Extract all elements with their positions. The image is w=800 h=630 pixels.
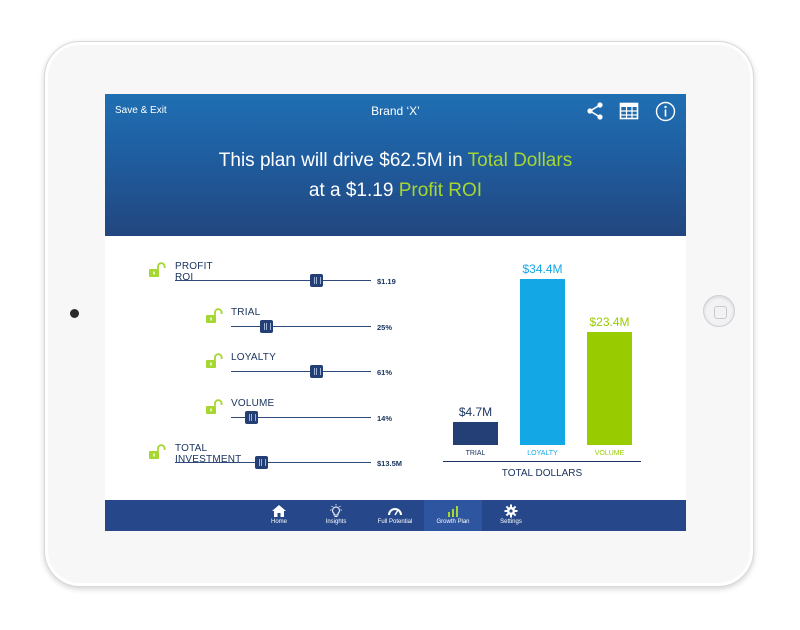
- tab-label: Home: [270, 519, 287, 525]
- slider-label-loyalty: LOYALTY: [231, 352, 276, 363]
- tab-label: Full Potential: [377, 519, 413, 525]
- slider-label-total-investment: TOTAL INVESTMENT: [175, 443, 242, 465]
- category-label: VOLUME: [594, 450, 625, 457]
- unlock-icon[interactable]: [205, 399, 223, 420]
- slider-track-total-investment[interactable]: [175, 462, 371, 463]
- bottom-tab-bar: Home Insights Full Potential Growth Plan Set…: [105, 500, 686, 531]
- info-icon[interactable]: [655, 101, 676, 122]
- camera-icon: [70, 309, 79, 318]
- tab-settings[interactable]: Settings: [482, 500, 540, 531]
- growth-chart-icon: [445, 504, 461, 523]
- headline-total-dollars: Total Dollars: [467, 150, 573, 171]
- tab-insights[interactable]: Insights: [307, 500, 365, 531]
- slider-value-loyalty: 61%: [377, 368, 393, 377]
- home-icon: [271, 504, 287, 523]
- slider-value-trial: 25%: [377, 323, 393, 332]
- slider-label-trial: TRIAL: [231, 307, 261, 318]
- bar-value-label: $34.4M: [522, 262, 563, 276]
- unlock-icon[interactable]: [148, 262, 166, 283]
- tab-growth-plan[interactable]: Growth Plan: [424, 500, 482, 531]
- tab-label: Settings: [500, 519, 522, 525]
- slider-track-volume[interactable]: [231, 417, 371, 418]
- slider-handle-loyalty[interactable]: [310, 365, 324, 378]
- total-dollars-chart: $4.7M TRIAL $34.4M LOYALTY $23.4M VOLUME TOTA…: [105, 94, 686, 531]
- chart-baseline: [443, 461, 641, 462]
- gear-icon: [503, 504, 519, 523]
- bar-trial: [453, 422, 498, 445]
- headline-profit-roi: Profit ROI: [398, 180, 483, 201]
- slider-value-volume: 14%: [377, 414, 393, 423]
- bar-volume: [587, 332, 632, 445]
- home-hardware-button[interactable]: [703, 295, 735, 327]
- unlock-icon[interactable]: [148, 444, 166, 465]
- slider-track-trial[interactable]: [231, 326, 371, 327]
- bar-value-label: $23.4M: [589, 315, 630, 329]
- slider-value-total-investment: $13.5M: [377, 459, 403, 468]
- category-label: TRIAL: [465, 450, 486, 457]
- brand-title: Brand ‘X’: [371, 104, 420, 118]
- table-icon[interactable]: [619, 101, 639, 121]
- category-label: LOYALTY: [527, 450, 558, 457]
- header: Save & Exit Brand ‘X’ This plan will dri…: [105, 94, 686, 236]
- slider-handle-trial[interactable]: [260, 320, 273, 333]
- plan-headline: This plan will drive $62.5M in Total Dol…: [105, 146, 686, 206]
- tab-label: Insights: [325, 519, 347, 525]
- unlock-icon[interactable]: [205, 353, 223, 374]
- headline-line2-text: at a $1.19: [308, 180, 399, 201]
- chart-x-axis-title: TOTAL DOLLARS: [501, 468, 583, 479]
- unlock-icon[interactable]: [205, 308, 223, 329]
- slider-value-profit-roi: $1.19: [377, 277, 396, 286]
- tab-label: Growth Plan: [436, 519, 470, 525]
- headline-line1-text: This plan will drive $62.5M in: [218, 150, 468, 171]
- share-icon[interactable]: [585, 101, 605, 121]
- slider-label-volume: VOLUME: [231, 398, 275, 409]
- slider-handle-profit-roi[interactable]: [310, 274, 324, 287]
- tab-full-potential[interactable]: Full Potential: [366, 500, 424, 531]
- gauge-icon: [387, 504, 403, 523]
- slider-track-loyalty[interactable]: [231, 371, 371, 372]
- bar-loyalty: [520, 279, 565, 445]
- app-screen: Save & Exit Brand ‘X’ This plan will dri…: [105, 94, 686, 531]
- slider-handle-volume[interactable]: [244, 411, 258, 424]
- tab-home[interactable]: Home: [250, 500, 308, 531]
- slider-label-profit-roi: PROFIT ROI: [175, 261, 213, 283]
- slider-track-profit-roi[interactable]: [175, 280, 371, 281]
- save-exit-button[interactable]: Save & Exit: [115, 105, 167, 116]
- lightbulb-icon: [328, 504, 344, 523]
- slider-handle-total-investment[interactable]: [255, 456, 269, 469]
- bar-value-label: $4.7M: [458, 405, 493, 419]
